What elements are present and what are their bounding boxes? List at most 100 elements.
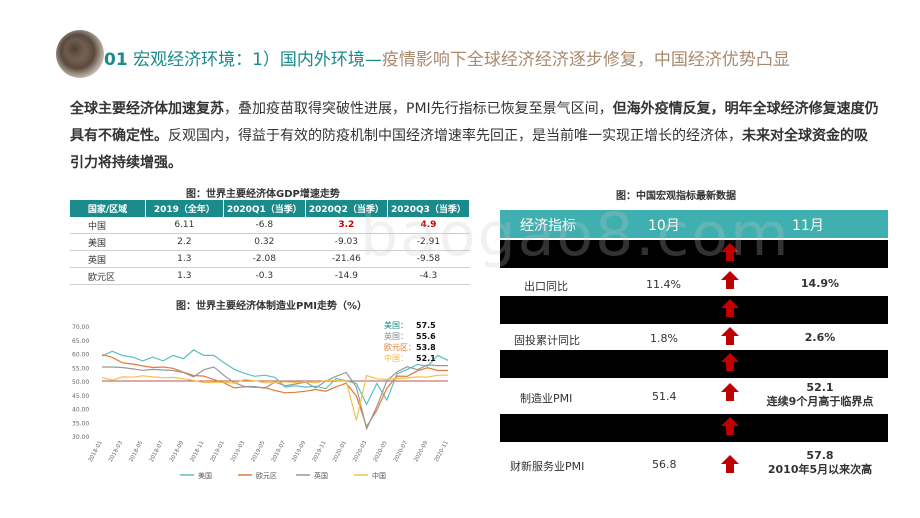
oct-value: 51.4 <box>652 390 677 403</box>
x-tick-label: 2019-01 <box>210 440 226 463</box>
indicator-name: 出口同比 <box>524 280 568 293</box>
gdp-cell: 3.2 <box>305 217 388 234</box>
gdp-cell: -0.3 <box>223 267 306 285</box>
end-label: 欧元区： <box>384 342 416 352</box>
x-tick-label: 2020-03 <box>352 440 368 464</box>
para-text-2: ，叠加疫苗取得突破性进展，PMI先行指标已恢复至景气区间， <box>224 101 613 117</box>
gdp-cell: 0.32 <box>223 233 306 251</box>
gdp-cell: 6.11 <box>145 217 224 234</box>
y-tick-label: 30.00 <box>72 434 89 441</box>
gdp-cell: -9.58 <box>387 250 470 268</box>
gdp-cell: -4.3 <box>387 267 470 285</box>
series-line-中国 <box>101 374 448 421</box>
section-number: 01 <box>104 50 128 70</box>
title-main: 宏观经济环境：1）国内外环境— <box>133 50 382 70</box>
y-tick-label: 60.00 <box>72 352 89 359</box>
up-arrow-icon <box>721 243 739 261</box>
watermark: baogao8.com <box>360 200 791 270</box>
up-arrow-icon <box>721 455 739 473</box>
nov-value: 2.6% <box>804 331 836 344</box>
x-tick-label: 2019-07 <box>271 440 287 464</box>
up-arrow-icon <box>721 271 739 289</box>
series-line-英国 <box>102 364 448 431</box>
row-separator-band <box>500 414 888 442</box>
end-label-value: 57.5 <box>416 321 436 330</box>
legend-entry: 中国 <box>372 471 386 480</box>
gdp-cell: 4.9 <box>387 217 470 234</box>
para-bold-1: 全球主要经济体加速复苏 <box>70 101 224 117</box>
macro-table-caption: 图：中国宏观指标最新数据 <box>616 191 736 202</box>
gdp-cell: 1.3 <box>145 267 224 285</box>
table-row: 英国 1.3 -2.08 -21.46 -9.58 <box>70 250 470 268</box>
oct-value: 56.8 <box>652 458 677 471</box>
row-separator-band <box>500 296 888 324</box>
oct-value: 11.4% <box>646 278 681 291</box>
x-tick-label: 2020-07 <box>393 440 409 464</box>
nov-note: 连续9个月高于临界点 <box>766 395 874 408</box>
gdp-cell: 1.3 <box>145 250 224 268</box>
y-tick-label: 45.00 <box>72 393 89 400</box>
logo-inner <box>64 38 86 60</box>
macro-indicator-table: 经济指标 10月 11月 出口同比 11.4% 14.9% 固投累计同比 1.8… <box>500 210 888 483</box>
x-tick-label: 2019-11 <box>312 440 328 463</box>
legend-entry: 英国 <box>314 471 328 480</box>
table-row: 出口同比 11.4% 14.9% <box>500 270 888 298</box>
gdp-cell: -6.8 <box>223 217 306 234</box>
para-bold-3: 但海外疫情反复，明年全球经济修复速度仍具有不确定性。 <box>70 101 879 144</box>
x-tick-label: 2019-05 <box>251 440 267 464</box>
table-row: 美国 2.2 0.32 -9.03 -2.91 <box>70 233 470 251</box>
gdp-header-cell: 2020Q2（当季） <box>305 200 388 217</box>
x-tick-label: 2019-09 <box>291 440 307 464</box>
x-tick-label: 2018-01 <box>88 440 104 463</box>
summary-paragraph: 全球主要经济体加速复苏，叠加疫苗取得突破性进展，PMI先行指标已恢复至景气区间，… <box>70 96 880 177</box>
legend-entry: 欧元区 <box>256 471 277 480</box>
gdp-table-header-row: 国家/区域 2019（全年） 2020Q1（当季） 2020Q2（当季） 202… <box>70 200 471 217</box>
table-row: 财新服务业PMI 56.8 57.8 2010年5月以来次高 <box>500 448 888 482</box>
macro-header-indicator: 经济指标 <box>520 218 576 234</box>
para-bold-5: 未来对全球资金的吸引力将持续增强。 <box>70 128 868 171</box>
x-tick-label: 2018-07 <box>149 440 165 464</box>
end-label: 中国： <box>384 353 408 363</box>
nov-value: 57.8 <box>806 449 834 462</box>
table-row: 欧元区 1.3 -0.3 -14.9 -4.3 <box>70 267 470 285</box>
gdp-cell: -2.91 <box>387 233 470 251</box>
x-tick-label: 2020-11 <box>434 440 450 463</box>
end-label-value: 55.6 <box>416 332 436 341</box>
title-sub: 疫情影响下全球经济经济逐步修复，中国经济优势凸显 <box>381 50 790 70</box>
y-tick-label: 55.00 <box>72 365 89 372</box>
row-separator-band <box>500 240 888 268</box>
gdp-cell: -21.46 <box>305 250 388 268</box>
x-tick-label: 2018-11 <box>189 440 205 463</box>
legend-entry: 美国 <box>198 471 212 480</box>
series-line-美国 <box>101 349 449 406</box>
x-tick-label: 2020-05 <box>373 440 389 464</box>
x-tick-label: 2018-09 <box>169 440 185 464</box>
gdp-cell: 中国 <box>70 217 146 234</box>
gdp-cell: 欧元区 <box>70 267 146 285</box>
table-row: 制造业PMI 51.4 52.1 连续9个月高于临界点 <box>500 378 888 412</box>
up-arrow-icon <box>721 327 739 345</box>
gdp-header-cell: 国家/区域 <box>70 200 146 217</box>
end-label: 英国： <box>384 331 408 341</box>
series-line-欧元区 <box>101 354 448 429</box>
gdp-cell: 2.2 <box>145 233 224 251</box>
macro-table-header: 经济指标 10月 11月 <box>500 210 888 238</box>
gdp-table: 国家/区域 2019（全年） 2020Q1（当季） 2020Q2（当季） 202… <box>70 200 471 285</box>
row-separator-band <box>500 350 888 378</box>
gdp-table-caption: 图：世界主要经济体GDP增速走势 <box>186 189 340 200</box>
gdp-cell: 美国 <box>70 233 146 251</box>
gdp-header-cell: 2020Q3（当季） <box>387 200 471 217</box>
table-row: 中国 6.11 -6.8 3.2 4.9 <box>70 217 470 234</box>
gdp-cell: -14.9 <box>305 267 388 285</box>
macro-header-nov: 11月 <box>792 218 824 234</box>
page-title: 01 宏观经济环境：1）国内外环境—疫情影响下全球经济经济逐步修复，中国经济优势… <box>104 45 790 70</box>
y-tick-label: 50.00 <box>72 379 89 386</box>
macro-header-oct: 10月 <box>648 218 680 234</box>
end-label: 美国： <box>384 320 408 330</box>
y-tick-label: 65.00 <box>72 338 89 345</box>
up-arrow-icon <box>721 417 739 435</box>
nov-note: 2010年5月以来次高 <box>767 463 873 476</box>
pmi-line-chart: 70.00 65.00 60.00 55.00 50.00 45.00 40.00 35.00… <box>72 320 450 480</box>
y-tick-label: 35.00 <box>72 420 89 427</box>
end-label-value: 52.1 <box>416 354 436 363</box>
